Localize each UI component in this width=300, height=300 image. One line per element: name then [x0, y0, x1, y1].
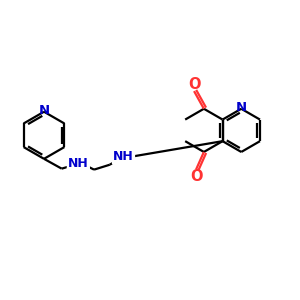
Text: NH: NH — [113, 150, 134, 164]
Text: NH: NH — [68, 157, 89, 170]
Text: N: N — [236, 101, 247, 114]
Text: O: O — [188, 77, 200, 92]
Text: N: N — [38, 104, 50, 117]
Text: O: O — [190, 169, 202, 184]
